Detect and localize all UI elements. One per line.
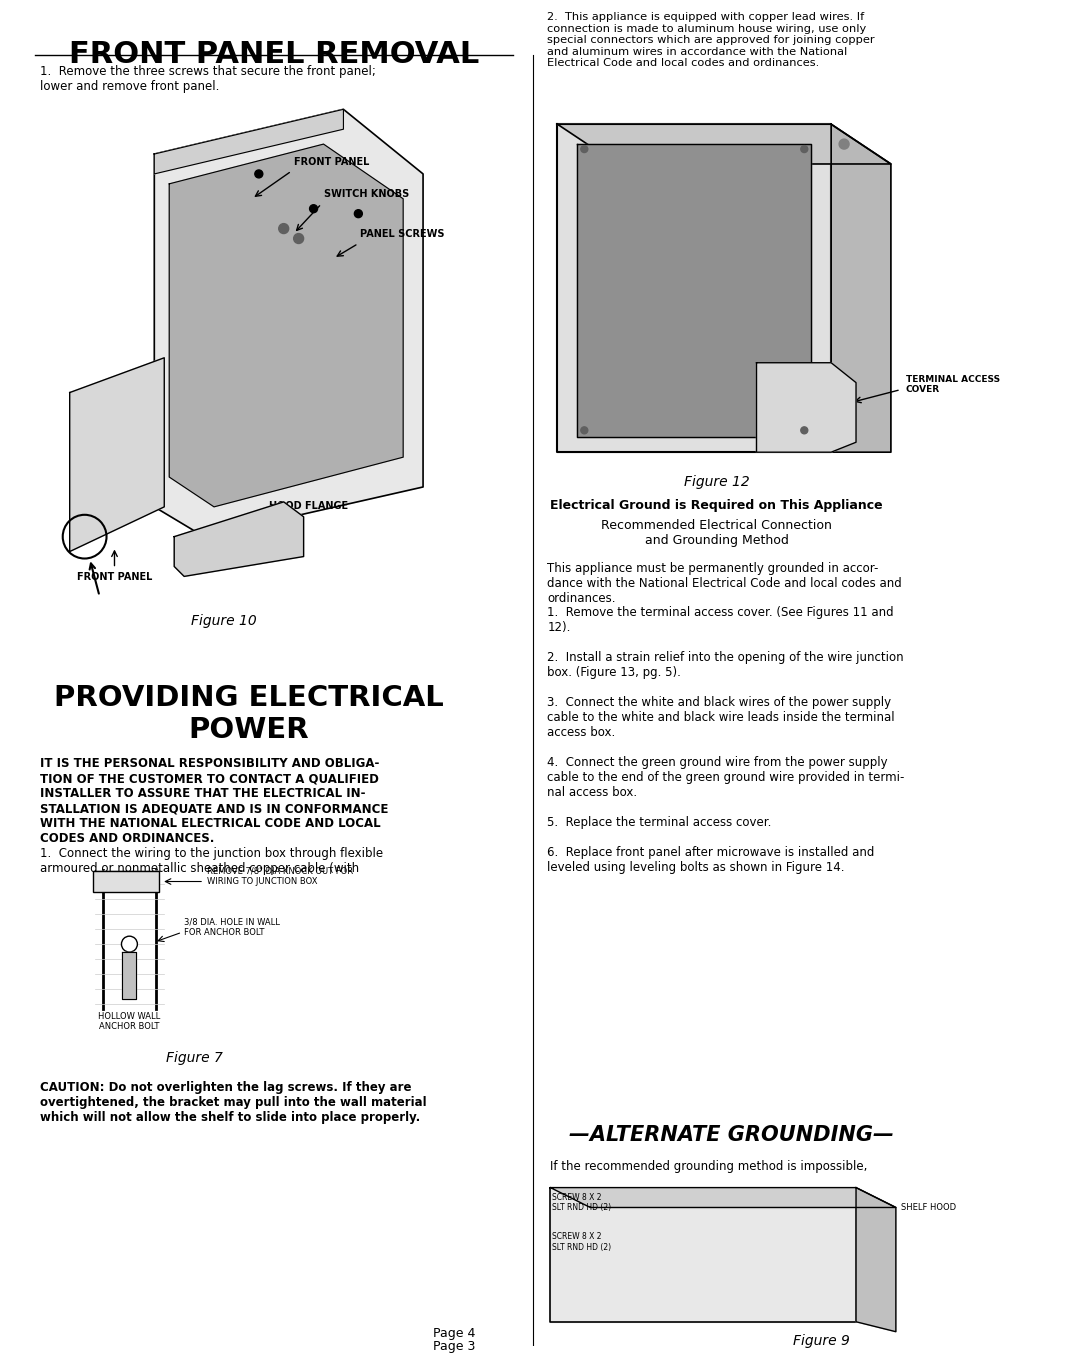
- Polygon shape: [70, 357, 164, 551]
- Text: FRONT PANEL: FRONT PANEL: [77, 573, 152, 582]
- Polygon shape: [557, 125, 832, 452]
- Text: SCREW 8 X 2
SLT RND HD (2): SCREW 8 X 2 SLT RND HD (2): [553, 1193, 611, 1212]
- Circle shape: [354, 210, 362, 218]
- Circle shape: [121, 936, 137, 952]
- Text: PROVIDING ELECTRICAL
POWER: PROVIDING ELECTRICAL POWER: [54, 684, 444, 745]
- Text: FRONT PANEL: FRONT PANEL: [294, 157, 369, 167]
- Text: Recommended Electrical Connection
and Grounding Method: Recommended Electrical Connection and Gr…: [602, 519, 832, 547]
- Text: CAUTION: Do not overlighten the lag screws. If they are
overtightened, the brack: CAUTION: Do not overlighten the lag scre…: [40, 1082, 427, 1124]
- Text: Figure 12: Figure 12: [684, 475, 750, 489]
- Text: Page 3: Page 3: [433, 1339, 475, 1353]
- Text: PANEL SCREWS: PANEL SCREWS: [361, 229, 445, 238]
- Text: SCREW 8 X 2
SLT RND HD (2): SCREW 8 X 2 SLT RND HD (2): [553, 1232, 611, 1251]
- Text: Figure 7: Figure 7: [165, 1052, 222, 1066]
- Polygon shape: [154, 110, 423, 536]
- Text: REMOVE 7/8" DIA KNOCK OUT FOR
WIRING TO JUNCTION BOX: REMOVE 7/8" DIA KNOCK OUT FOR WIRING TO …: [207, 867, 353, 887]
- Text: TERMINAL ACCESS
COVER: TERMINAL ACCESS COVER: [906, 375, 1000, 394]
- Text: 1.  Remove the three screws that secure the front panel;
lower and remove front : 1. Remove the three screws that secure t…: [40, 65, 376, 92]
- Polygon shape: [856, 1187, 895, 1332]
- Circle shape: [800, 427, 808, 433]
- Polygon shape: [557, 125, 891, 164]
- Text: IT IS THE PERSONAL RESPONSIBILITY AND OBLIGA-
TION OF THE CUSTOMER TO CONTACT A : IT IS THE PERSONAL RESPONSIBILITY AND OB…: [40, 757, 388, 845]
- Text: —ALTERNATE GROUNDING—: —ALTERNATE GROUNDING—: [569, 1125, 894, 1145]
- Polygon shape: [170, 144, 403, 506]
- Polygon shape: [154, 110, 343, 173]
- Circle shape: [581, 427, 588, 433]
- Text: HOOD FLANGE: HOOD FLANGE: [269, 501, 348, 510]
- Polygon shape: [122, 952, 136, 999]
- Polygon shape: [578, 144, 811, 437]
- Text: 1.  Remove the terminal access cover. (See Figures 11 and
12).

2.  Install a st: 1. Remove the terminal access cover. (Se…: [548, 607, 905, 875]
- Text: Figure 9: Figure 9: [793, 1334, 850, 1347]
- Polygon shape: [174, 502, 303, 577]
- Circle shape: [255, 171, 262, 177]
- Text: SHELF HOOD: SHELF HOOD: [901, 1202, 956, 1212]
- Circle shape: [581, 146, 588, 153]
- Text: SWITCH KNOBS: SWITCH KNOBS: [324, 188, 408, 199]
- Text: 3/8 DIA. HOLE IN WALL
FOR ANCHOR BOLT: 3/8 DIA. HOLE IN WALL FOR ANCHOR BOLT: [185, 918, 280, 937]
- Circle shape: [839, 139, 849, 149]
- Text: HOLLOW WALL
ANCHOR BOLT: HOLLOW WALL ANCHOR BOLT: [98, 1011, 161, 1032]
- Text: FRONT PANEL REMOVAL: FRONT PANEL REMOVAL: [69, 39, 478, 69]
- Text: Page 4: Page 4: [433, 1327, 475, 1339]
- FancyBboxPatch shape: [93, 871, 159, 892]
- Polygon shape: [832, 125, 891, 452]
- Text: If the recommended grounding method is impossible,: If the recommended grounding method is i…: [551, 1160, 868, 1173]
- Text: This appliance must be permanently grounded in accor-
dance with the National El: This appliance must be permanently groun…: [548, 562, 902, 604]
- Text: Figure 10: Figure 10: [191, 615, 257, 628]
- Polygon shape: [551, 1187, 895, 1208]
- Text: 1.  Connect the wiring to the junction box through flexible
armoured or nonmetal: 1. Connect the wiring to the junction bo…: [40, 846, 383, 875]
- Polygon shape: [551, 1187, 856, 1322]
- Circle shape: [279, 223, 288, 233]
- Text: 2.  This appliance is equipped with copper lead wires. If
connection is made to : 2. This appliance is equipped with coppe…: [548, 12, 875, 68]
- Circle shape: [800, 146, 808, 153]
- Circle shape: [294, 233, 303, 244]
- Text: Electrical Ground is Required on This Appliance: Electrical Ground is Required on This Ap…: [551, 498, 883, 512]
- Polygon shape: [756, 363, 856, 452]
- Circle shape: [310, 204, 318, 213]
